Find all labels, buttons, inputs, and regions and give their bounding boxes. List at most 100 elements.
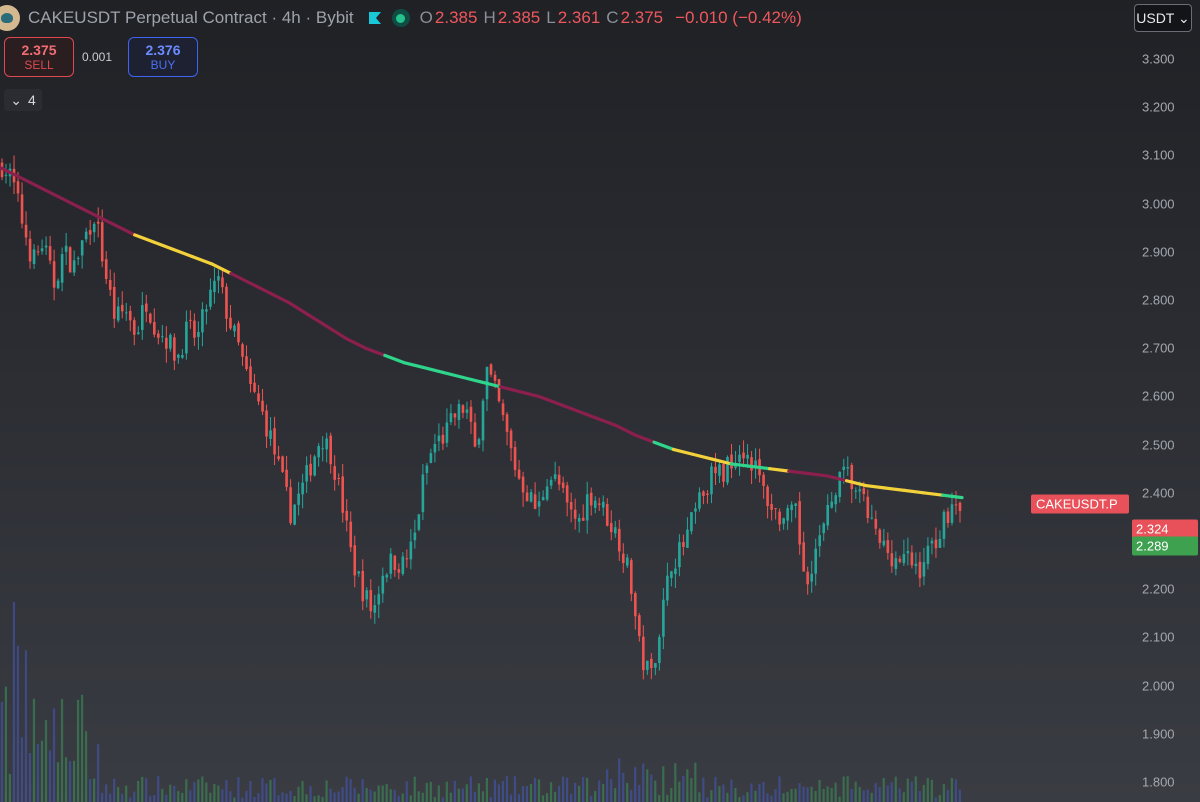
candle-up: [116, 297, 120, 323]
ma-segment: [152, 240, 175, 251]
candle-down: [557, 466, 561, 491]
candle-up: [541, 490, 545, 501]
volume-bar: [129, 797, 132, 802]
volume-bar: [746, 792, 749, 802]
candle-up: [413, 519, 417, 549]
volume-bar: [301, 781, 304, 802]
volume-bar: [393, 789, 396, 802]
volume-bar: [686, 769, 689, 802]
volume-bar: [197, 779, 200, 802]
candle-down: [758, 448, 761, 483]
volume-bar: [830, 787, 833, 802]
sell-button[interactable]: 2.375 SELL: [4, 37, 74, 77]
ma-segment: [691, 452, 714, 461]
volume-bar: [121, 793, 124, 802]
volume-bar: [634, 767, 637, 802]
volume-bar: [353, 787, 356, 802]
y-tick-label: 1.900: [1142, 726, 1175, 742]
volume-bar: [754, 790, 757, 802]
volume-bar: [245, 790, 248, 802]
volume-bar: [229, 791, 232, 802]
candle-down: [96, 207, 100, 238]
y-tick-label: 2.900: [1142, 244, 1175, 260]
candle-up: [674, 558, 677, 588]
candle-down: [405, 549, 409, 568]
currency-selector[interactable]: USDT ⌄: [1134, 4, 1192, 32]
candle-down: [193, 313, 196, 346]
candle-up: [906, 537, 910, 566]
candle-down: [617, 519, 621, 561]
volume-bar: [794, 788, 797, 802]
ma-segment: [767, 467, 791, 473]
volume-bar: [946, 789, 949, 802]
candle-down: [453, 412, 457, 426]
candle-down: [958, 501, 962, 523]
indicators-toggle[interactable]: ⌄ 4: [4, 89, 42, 111]
ma-segment: [344, 336, 368, 350]
candle-up: [325, 432, 328, 463]
symbol-title[interactable]: CAKEUSDT Perpetual Contract · 4h · Bybit: [28, 8, 354, 27]
y-tick-label: 2.500: [1142, 437, 1175, 453]
volume-bar: [726, 792, 729, 802]
volume-bar: [28, 753, 32, 802]
volume-bar: [273, 778, 276, 802]
candle-down: [189, 310, 192, 329]
volume-bar: [654, 780, 657, 802]
volume-bar: [469, 776, 472, 802]
volume-bar: [421, 792, 424, 802]
candle-down: [886, 532, 890, 560]
ma-segment: [710, 457, 733, 466]
volume-bar: [614, 788, 617, 802]
volume-bar: [549, 782, 553, 802]
volume-bar: [8, 773, 12, 802]
candle-up: [662, 588, 665, 650]
volume-bar: [758, 783, 761, 802]
market-open-icon[interactable]: [391, 9, 410, 27]
volume-bar: [826, 786, 829, 802]
ma-segment: [806, 471, 829, 478]
volume-bar: [662, 766, 665, 802]
candle-down: [469, 400, 473, 434]
candle-up: [914, 552, 918, 575]
volume-bar: [105, 784, 108, 802]
ma-segment: [75, 204, 98, 218]
volume-bar: [674, 763, 677, 802]
candle-up: [826, 494, 830, 531]
candle-down: [104, 251, 108, 285]
volume-bar: [890, 782, 893, 802]
volume-bar: [149, 796, 152, 802]
volume-bar: [341, 787, 344, 802]
candle-down: [341, 463, 345, 523]
volume-bar: [810, 786, 813, 802]
y-tick-label: 1.800: [1142, 774, 1175, 790]
candle-up: [481, 398, 485, 452]
candle-up: [738, 445, 741, 476]
candle-down: [345, 499, 349, 532]
volume-bar: [281, 792, 284, 802]
candle-down: [634, 591, 637, 630]
candle-up: [810, 560, 813, 593]
candle-up: [577, 513, 581, 533]
candle-down: [702, 490, 705, 505]
candle-down: [225, 283, 228, 332]
volume-bar: [517, 794, 521, 802]
volume-bar: [249, 780, 252, 802]
sell-price: 2.375: [21, 42, 57, 58]
buy-button[interactable]: 2.376 BUY: [128, 37, 198, 77]
candle-down: [946, 507, 950, 528]
candle-up: [305, 456, 308, 494]
volume-bar: [32, 698, 36, 802]
volume-bar: [537, 779, 541, 802]
candle-down: [569, 492, 573, 523]
cake-logo-icon: [0, 5, 20, 31]
y-tick-label: 2.800: [1142, 292, 1175, 308]
candle-down: [88, 219, 92, 245]
candle-up: [694, 502, 697, 524]
volume-bar: [513, 776, 517, 802]
candle-down: [505, 412, 509, 446]
candle-up: [465, 401, 469, 420]
ma-segment: [306, 312, 329, 329]
candle-down: [706, 490, 709, 504]
volume-bar: [217, 785, 220, 802]
